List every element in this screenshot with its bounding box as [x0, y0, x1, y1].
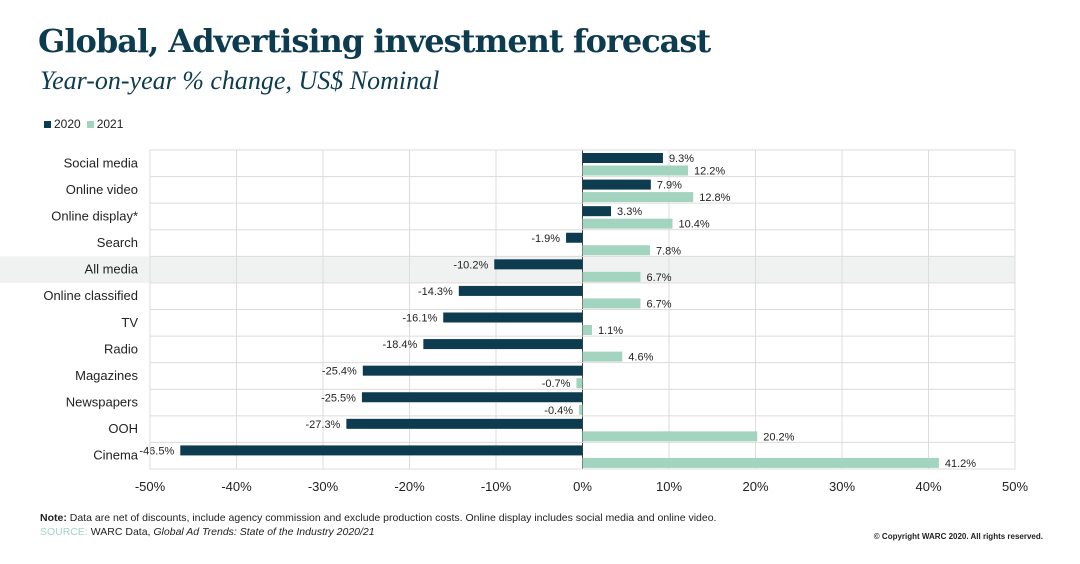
x-tick-label: 10%: [656, 479, 682, 494]
bar-2021: [582, 457, 939, 468]
bar-2020: [180, 445, 583, 456]
x-tick-label: 0%: [573, 479, 592, 494]
bar-2021: [582, 192, 694, 203]
source-publication: Global Ad Trends: State of the Industry …: [153, 526, 375, 538]
data-label-2020: -10.2%: [453, 259, 488, 271]
bar-2020: [361, 392, 583, 403]
x-tick-label: -50%: [135, 479, 166, 494]
data-label-2020: -25.4%: [322, 366, 357, 378]
data-label-2020: -46.5%: [139, 445, 174, 457]
data-label-2021: 10.4%: [678, 219, 709, 231]
source-text: WARC Data,: [87, 526, 154, 538]
data-label-2020: -16.1%: [402, 313, 437, 325]
category-label: TV: [121, 315, 138, 330]
category-label: All media: [85, 262, 139, 277]
bar-2021: [582, 325, 593, 335]
data-label-2021: -0.7%: [542, 378, 571, 390]
bar-2020: [582, 206, 612, 217]
copyright: © Copyright WARC 2020. All rights reserv…: [873, 532, 1043, 541]
data-label-2021: -0.4%: [544, 405, 573, 417]
bar-2021: [576, 378, 583, 389]
category-label: Online display*: [51, 208, 138, 223]
category-label: Online classified: [43, 288, 138, 303]
legend-swatch-2020: [44, 120, 51, 128]
category-label: Magazines: [75, 368, 138, 383]
bar-2020: [494, 259, 583, 270]
data-label-2020: -1.9%: [531, 233, 560, 245]
x-tick-label: 30%: [829, 479, 855, 494]
category-label: Online video: [66, 182, 138, 197]
legend-label-2021: 2021: [96, 117, 124, 131]
bar-2021: [582, 218, 673, 229]
note-label: Note:: [40, 512, 67, 524]
category-label: Cinema: [93, 448, 139, 463]
bar-2021: [582, 271, 641, 282]
data-label-2020: -18.4%: [382, 339, 417, 351]
data-label-2021: 20.2%: [763, 431, 794, 443]
data-label-2020: 7.9%: [657, 180, 682, 192]
plot-border: [149, 149, 1016, 470]
data-label-2020: -27.3%: [305, 419, 340, 431]
chart-title: Global, Advertising investment forecast: [38, 22, 711, 60]
bar-2021: [579, 404, 583, 415]
bar-2020: [582, 179, 651, 190]
legend-item-2020: 2020: [44, 117, 81, 131]
legend: 2020 2021: [44, 117, 123, 131]
x-tick-label: -40%: [221, 479, 252, 494]
data-label-2021: 1.1%: [598, 325, 623, 337]
data-label-2020: 3.3%: [617, 206, 642, 218]
bar-2020: [346, 418, 583, 429]
chart-subtitle: Year-on-year % change, US$ Nominal: [40, 66, 440, 95]
category-label: Newspapers: [66, 395, 139, 410]
x-tick-label: -30%: [308, 479, 339, 494]
data-label-2020: 9.3%: [669, 153, 694, 165]
x-tick-label: 50%: [1002, 479, 1028, 494]
source-line: SOURCE: WARC Data, Global Ad Trends: Sta…: [40, 526, 375, 538]
bar-2021: [582, 165, 689, 176]
data-label-2021: 12.2%: [694, 166, 725, 178]
category-label: Radio: [104, 341, 138, 356]
x-tick-label: -10%: [481, 479, 512, 494]
bar-2020: [566, 232, 583, 243]
bar-2021: [582, 245, 650, 256]
data-label-2021: 4.6%: [628, 352, 653, 364]
data-label-2021: 7.8%: [656, 245, 681, 257]
category-label: Search: [97, 235, 138, 250]
category-label: OOH: [108, 421, 138, 436]
x-tick-label: -20%: [394, 479, 425, 494]
data-label-2021: 41.2%: [945, 458, 976, 470]
bar-2020: [582, 153, 663, 163]
legend-swatch-2021: [86, 120, 94, 128]
data-label-2021: 12.8%: [699, 192, 730, 204]
legend-item-2021: 2021: [86, 117, 124, 131]
x-tick-label: 40%: [915, 479, 941, 494]
bar-2021: [582, 351, 623, 362]
legend-label-2020: 2020: [54, 117, 81, 131]
bar-2020: [423, 339, 583, 350]
x-tick-label: 20%: [742, 479, 768, 494]
data-label-2020: -14.3%: [418, 286, 453, 298]
bar-2021: [582, 298, 641, 309]
source-label: SOURCE:: [40, 526, 88, 538]
footnote: Note: Data are net of discounts, include…: [40, 512, 716, 524]
bar-2020: [443, 312, 583, 323]
bar-2020: [362, 365, 583, 376]
bar-2021: [582, 431, 758, 442]
bar-2020: [458, 285, 583, 296]
category-label: Social media: [64, 155, 139, 170]
note-text: Data are net of discounts, include agenc…: [66, 512, 717, 524]
data-label-2021: 6.7%: [646, 298, 671, 310]
data-label-2021: 6.7%: [646, 272, 671, 284]
data-label-2020: -25.5%: [321, 392, 356, 404]
